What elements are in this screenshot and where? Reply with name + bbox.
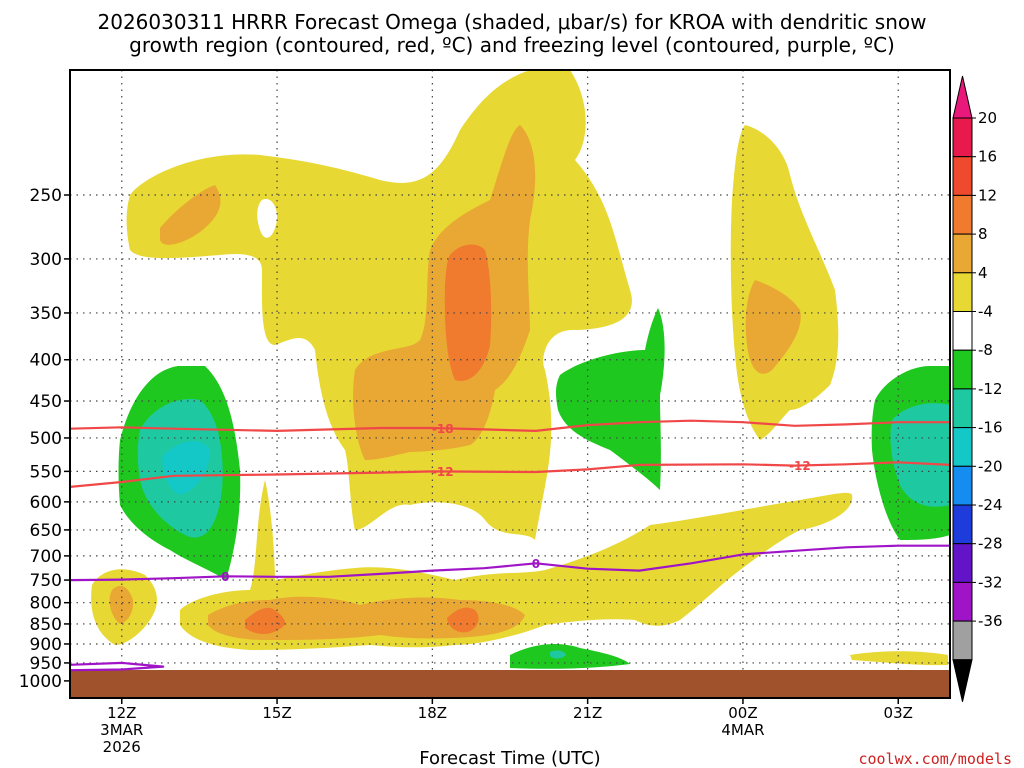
contour-dgz-minus18 xyxy=(70,419,950,432)
contour-freezing-level-low xyxy=(70,661,165,672)
colorbar-tick-label: -8 xyxy=(978,341,993,359)
omega-region-cyan-left xyxy=(162,440,210,495)
y-tick-label: 600 xyxy=(30,493,62,513)
colorbar-swatch xyxy=(952,620,973,661)
plot-frame xyxy=(69,69,951,699)
terrain-surface-band xyxy=(70,670,950,698)
y-tick-label: 700 xyxy=(30,547,62,567)
contour-label: -12 xyxy=(432,465,454,479)
colorbar-tick-label: -36 xyxy=(978,612,1003,630)
colorbar-swatch xyxy=(952,156,973,196)
colorbar-swatch xyxy=(952,117,973,158)
credit-text: coolwx.com/models xyxy=(858,750,1012,768)
contour-freezing-level xyxy=(70,544,950,582)
y-tick-label: 500 xyxy=(30,429,62,449)
colorbar-tick-label: 16 xyxy=(978,148,997,166)
y-tick-label: 300 xyxy=(30,250,62,270)
colorbar-tick-label: 4 xyxy=(978,264,988,282)
contour-label: 0 xyxy=(221,570,229,584)
x-tick-date-label: 4MAR xyxy=(721,721,764,739)
colorbar-swatch xyxy=(952,581,973,622)
colorbar-swatch xyxy=(952,543,973,583)
colorbar-bottom-arrow xyxy=(952,659,973,702)
chart-title-line-1: 2026030311 HRRR Forecast Omega (shaded, … xyxy=(98,10,927,34)
colorbar-tick-label: 8 xyxy=(978,225,988,243)
colorbar-tick-label: -16 xyxy=(978,419,1003,437)
contour-label: -12 xyxy=(789,459,811,473)
x-tick-label: 00Z xyxy=(728,704,757,722)
colorbar-tick-label: -28 xyxy=(978,535,1003,553)
omega-region-lightorange-upper-left xyxy=(160,185,221,245)
colorbar-swatch xyxy=(952,233,973,274)
omega-shading xyxy=(91,70,950,669)
x-tick-label: 03Z xyxy=(884,704,913,722)
colorbar-tick-label: -4 xyxy=(978,303,993,321)
contour-dgz-minus12 xyxy=(70,461,950,488)
y-tick-label: 850 xyxy=(30,615,62,635)
x-tick-label: 18Z xyxy=(418,704,447,722)
y-axis: 2503003504004505005506006507007508008509… xyxy=(19,186,70,692)
y-tick-label: 650 xyxy=(30,521,62,541)
colorbar-swatch xyxy=(952,504,973,545)
omega-hole-upper xyxy=(257,199,278,238)
colorbar-swatch xyxy=(952,427,973,467)
omega-region-green-near-surface xyxy=(510,644,630,669)
colorbar-tick-label: -12 xyxy=(978,380,1003,398)
y-tick-label: 950 xyxy=(30,654,62,674)
omega-region-lightorange-center xyxy=(353,125,536,460)
omega-region-teal-right xyxy=(890,403,950,507)
gridlines xyxy=(70,70,950,698)
omega-region-orange-lower-left xyxy=(245,607,286,634)
y-tick-label: 550 xyxy=(30,462,62,482)
omega-region-teal-near-surface xyxy=(550,650,566,659)
omega-region-orange-lower-center xyxy=(447,607,479,633)
colorbar-swatch xyxy=(952,311,973,351)
y-tick-label: 900 xyxy=(30,635,62,655)
y-tick-label: 250 xyxy=(30,186,62,206)
y-tick-label: 800 xyxy=(30,594,62,614)
x-tick-label: 21Z xyxy=(573,704,602,722)
colorbar-tick-label: 12 xyxy=(978,186,997,204)
contour-label: 0 xyxy=(532,557,540,571)
y-tick-label: 750 xyxy=(30,571,62,591)
colorbar-tick-label: -20 xyxy=(978,457,1003,475)
omega-region-green-center-right xyxy=(555,308,665,490)
contour-lines: -18 -12 -12 0 0 xyxy=(70,419,950,672)
x-tick-label: 12Z xyxy=(107,704,136,722)
y-tick-label: 350 xyxy=(30,304,62,324)
colorbar-top-arrow xyxy=(952,75,973,119)
contour-label: -18 xyxy=(432,422,454,436)
omega-region-lightorange-upper-right xyxy=(745,280,801,374)
x-axis-label: Forecast Time (UTC) xyxy=(419,748,600,768)
colorbar-swatch xyxy=(952,465,973,506)
colorbar-swatch xyxy=(952,349,973,390)
colorbar-swatch xyxy=(952,272,973,312)
omega-region-lightorange-lower-left xyxy=(109,585,134,624)
colorbar-swatch xyxy=(952,388,973,429)
chart-title-line-2: growth region (contoured, red, ºC) and f… xyxy=(129,33,895,57)
omega-region-lightorange-lower xyxy=(208,596,525,640)
y-tick-label: 450 xyxy=(30,392,62,412)
omega-region-yellow-near-surface xyxy=(850,651,948,666)
x-tick-date-label: 3MAR xyxy=(100,721,143,739)
colorbar-tick-label: -24 xyxy=(978,496,1003,514)
y-tick-label: 1000 xyxy=(19,672,62,692)
y-tick-label: 400 xyxy=(30,351,62,371)
colorbar-swatch xyxy=(952,194,973,235)
x-tick-year-label: 2026 xyxy=(103,738,141,756)
colorbar-tick-label: -32 xyxy=(978,573,1003,591)
x-tick-label: 15Z xyxy=(262,704,291,722)
colorbar-tick-label: 20 xyxy=(978,109,997,127)
colorbar: 20 16 12 8 4 -4 -8 -12 -16 -20 -24 -28 -32 -36 xyxy=(952,75,1003,702)
